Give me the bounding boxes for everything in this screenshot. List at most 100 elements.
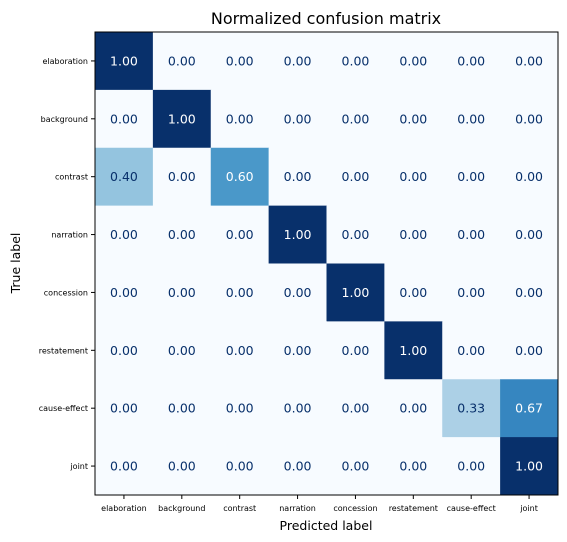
cell-value-label: 0.00 [515, 343, 543, 358]
cell-value-label: 0.00 [342, 169, 370, 184]
cell-value-label: 0.00 [457, 343, 485, 358]
heatmap-cell [442, 437, 501, 496]
heatmap-cell [384, 437, 443, 496]
y-axis-label: True label [8, 233, 23, 295]
heatmap-cell [268, 147, 327, 207]
heatmap-cell [442, 379, 501, 438]
heatmap-cell [268, 379, 327, 438]
cell-value-label: 0.00 [457, 459, 485, 474]
cell-value-label: 0.00 [226, 401, 254, 416]
heatmap-cell [95, 205, 154, 264]
cell-value-label: 0.00 [110, 285, 138, 300]
heatmap-cell [268, 89, 327, 149]
heatmap-cell [268, 321, 327, 380]
cell-value-label: 0.00 [342, 459, 370, 474]
heatmap-cell [500, 437, 559, 496]
x-tick-label: narration [279, 504, 316, 513]
heatmap-cell [152, 321, 212, 380]
heatmap-cell [210, 379, 270, 438]
heatmap-cell [384, 147, 443, 207]
cell-value-label: 0.00 [110, 227, 138, 242]
cell-value-label: 0.00 [399, 53, 427, 68]
heatmap-cell [210, 32, 270, 91]
cell-value-label: 0.00 [342, 53, 370, 68]
heatmap-cell [268, 32, 327, 91]
heatmap-cell [152, 147, 212, 207]
heatmap-cell [384, 89, 443, 149]
heatmap-cell [95, 32, 154, 91]
heatmap-cell [500, 147, 559, 207]
cell-value-label: 0.00 [284, 401, 312, 416]
heatmap-cell [326, 89, 385, 149]
heatmap-cell [152, 32, 212, 91]
y-axis-ticks: elaboration background contrast narration co… [39, 57, 95, 471]
heatmap-cell [326, 321, 385, 380]
plot-frame [94, 31, 559, 496]
cell-value-label: 0.00 [284, 169, 312, 184]
heatmap-cell [268, 437, 327, 496]
heatmap-cell [152, 379, 212, 438]
cell-value-label: 0.00 [457, 53, 485, 68]
cell-value-label: 0.00 [284, 53, 312, 68]
cell-value-label: 1.00 [399, 343, 427, 358]
chart-title: Normalized confusion matrix [211, 9, 441, 28]
y-tick-label: joint [69, 462, 88, 471]
heatmap-cell [268, 205, 327, 264]
x-tick-label: elaboration [101, 504, 147, 513]
y-tick-label: background [41, 115, 88, 124]
y-tick-label: contrast [55, 173, 88, 182]
heatmap-cell [326, 147, 385, 207]
heatmap-cell [384, 263, 443, 322]
cell-value-label: 0.00 [457, 227, 485, 242]
cell-value-label: 0.00 [342, 227, 370, 242]
y-tick-label: restatement [39, 346, 88, 355]
x-tick-label: contrast [223, 504, 256, 513]
x-tick-label: restatement [389, 504, 438, 513]
heatmap-cell [384, 321, 443, 380]
cell-value-label: 0.00 [399, 401, 427, 416]
y-tick-label: narration [51, 231, 88, 240]
cell-value-label: 0.00 [168, 227, 196, 242]
cell-value-label: 0.60 [226, 169, 254, 184]
cell-value-label: 0.00 [399, 459, 427, 474]
heatmap-cell [500, 32, 559, 91]
heatmap-cell [210, 437, 270, 496]
x-tick-label: concession [333, 504, 377, 513]
cell-value-label: 0.00 [226, 53, 254, 68]
heatmap-cell [500, 321, 559, 380]
cell-value-label: 0.00 [226, 111, 254, 126]
y-tick-label: concession [44, 288, 88, 297]
heatmap-cell [210, 205, 270, 264]
cell-value-labels: 1.00 0.00 0.00 0.00 0.00 0.00 0.00 0.00 0.00 1.00… [110, 53, 543, 473]
cell-value-label: 1.00 [515, 459, 543, 474]
heatmap-cell [95, 437, 154, 496]
cell-value-label: 0.67 [515, 401, 543, 416]
y-tick-label: cause-effect [39, 404, 88, 413]
heatmap-cell [152, 263, 212, 322]
heatmap-cell [500, 205, 559, 264]
heatmap-cell [95, 263, 154, 322]
heatmap-cell [95, 321, 154, 380]
cell-value-label: 0.00 [226, 285, 254, 300]
cell-value-label: 0.00 [515, 53, 543, 68]
heatmap-cell [326, 263, 385, 322]
heatmap-cell [326, 437, 385, 496]
cell-value-label: 0.00 [399, 285, 427, 300]
y-tick-label: elaboration [42, 57, 88, 66]
cell-value-label: 0.00 [168, 53, 196, 68]
heatmap-cell [384, 379, 443, 438]
cell-value-label: 0.00 [457, 285, 485, 300]
heatmap-cell [442, 89, 501, 149]
heatmap-cell [326, 32, 385, 91]
heatmap-cell [95, 147, 154, 207]
cell-value-label: 0.00 [284, 459, 312, 474]
heatmap-cell [442, 263, 501, 322]
heatmap-cell [210, 89, 270, 149]
cell-value-label: 0.00 [110, 111, 138, 126]
cell-value-label: 0.00 [399, 169, 427, 184]
cell-value-label: 0.40 [110, 169, 138, 184]
heatmap-cell [442, 321, 501, 380]
heatmap-cell [95, 379, 154, 438]
cell-value-label: 0.00 [168, 459, 196, 474]
cell-value-label: 0.00 [168, 169, 196, 184]
